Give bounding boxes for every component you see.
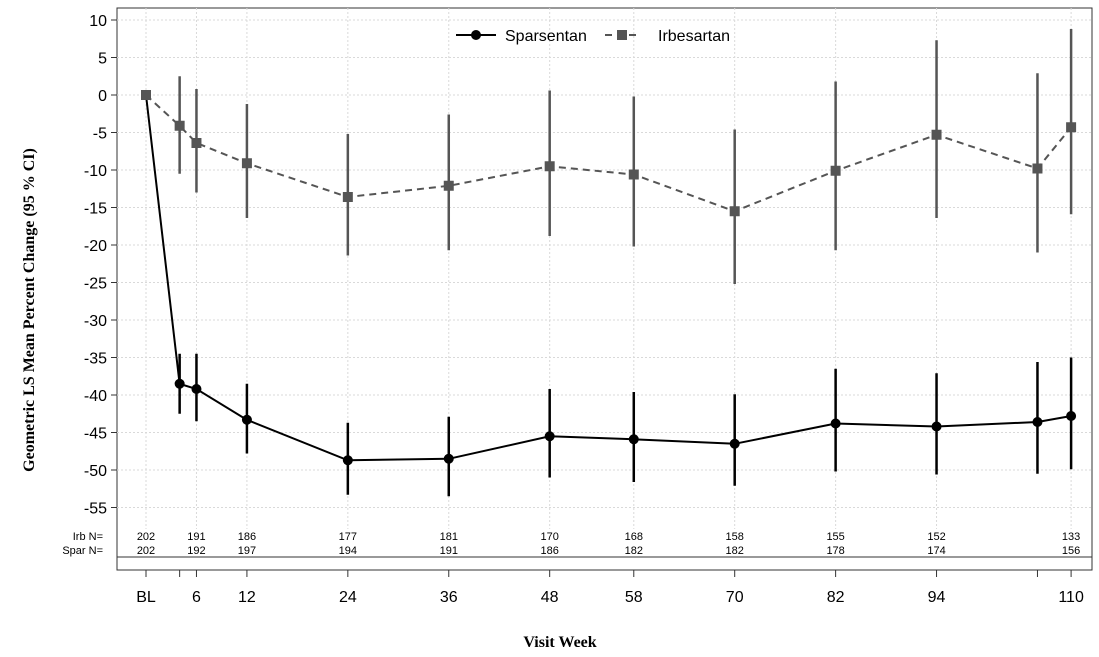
x-tick-label: BL (136, 589, 156, 606)
data-point (191, 384, 202, 394)
x-tick-label: 58 (625, 589, 643, 606)
n-value: 186 (541, 545, 559, 557)
data-point (443, 180, 454, 191)
n-value: 182 (726, 545, 744, 557)
legend-marker-sparsentan (471, 30, 481, 40)
n-value: 156 (1062, 545, 1080, 557)
data-point (174, 120, 185, 131)
data-point (1032, 163, 1043, 174)
x-axis: BL 6 12 24 36 48 58 70 82 94 110 (136, 570, 1084, 606)
legend: Sparsentan Irbesartan (456, 28, 730, 45)
data-point (830, 165, 841, 176)
data-point (931, 129, 942, 140)
data-point (443, 453, 454, 464)
legend-label-sparsentan: Sparsentan (505, 28, 587, 45)
series-line (145, 94, 1072, 462)
data-point (931, 421, 942, 432)
n-value: 191 (440, 545, 458, 557)
n-value: 168 (625, 531, 643, 543)
n-value: 177 (339, 531, 357, 543)
y-tick-label: -50 (84, 463, 107, 480)
series (141, 29, 1077, 497)
n-value: 186 (238, 531, 256, 543)
n-row-label: Spar N= (62, 545, 103, 557)
data-point (729, 438, 740, 449)
y-tick-label: -45 (84, 426, 107, 443)
n-value: 178 (826, 545, 844, 557)
y-tick-label: 10 (89, 13, 107, 30)
data-point (628, 434, 639, 445)
data-point (1066, 122, 1077, 133)
x-tick-label: 12 (238, 589, 256, 606)
y-tick-label: -25 (84, 276, 107, 293)
data-point (830, 418, 841, 429)
x-tick-label: 70 (726, 589, 744, 606)
data-point (729, 206, 740, 217)
x-tick-label: 6 (192, 589, 201, 606)
plot-frame (116, 7, 1093, 571)
data-point (241, 414, 252, 425)
n-at-risk-table: Irb N= 202 191 186 177 181 170 168 158 155 152 133 S… (62, 531, 1092, 558)
series-line (145, 94, 1072, 213)
x-tick-label: 24 (339, 589, 357, 606)
data-point (342, 455, 353, 466)
y-tick-label: -40 (84, 388, 107, 405)
y-tick-label: 5 (98, 51, 107, 68)
x-tick-label: 94 (928, 589, 946, 606)
data-point (544, 431, 555, 442)
y-axis: 10 5 0 -5 -10 -15 -20 -25 -30 -35 -40 -45 -50 -55 (84, 13, 117, 518)
n-value: 152 (927, 531, 945, 543)
y-tick-label: -15 (84, 201, 107, 218)
n-value: 158 (726, 531, 744, 543)
data-point (544, 161, 555, 172)
n-value: 174 (927, 545, 945, 557)
data-point (241, 158, 252, 169)
x-tick-label: 36 (440, 589, 458, 606)
x-tick-label: 82 (827, 589, 845, 606)
n-value: 133 (1062, 531, 1080, 543)
n-value: 182 (625, 545, 643, 557)
n-value: 202 (137, 545, 155, 557)
n-value: 181 (440, 531, 458, 543)
data-point (141, 90, 151, 100)
x-tick-label: 110 (1058, 589, 1084, 606)
n-value: 197 (238, 545, 256, 557)
legend-marker-irbesartan (617, 30, 627, 40)
n-row-label: Irb N= (73, 531, 103, 543)
y-tick-label: -20 (84, 238, 107, 255)
data-point (1032, 417, 1043, 427)
n-value: 192 (187, 545, 205, 557)
n-value: 202 (137, 531, 155, 543)
n-value: 191 (187, 531, 205, 543)
data-point (191, 138, 202, 148)
series-irbesartan (141, 29, 1077, 284)
data-point (342, 192, 353, 202)
y-axis-title: Geometric LS Mean Percent Change (95 % C… (21, 148, 38, 472)
x-tick-label: 48 (541, 589, 559, 606)
n-value: 194 (339, 545, 357, 557)
y-tick-label: -5 (93, 126, 107, 143)
y-tick-label: -35 (84, 351, 107, 368)
data-point (174, 378, 185, 389)
data-point (628, 169, 639, 180)
grid (117, 8, 1092, 529)
y-tick-label: 0 (98, 88, 107, 105)
legend-label-irbesartan: Irbesartan (658, 28, 730, 45)
n-value: 170 (541, 531, 559, 543)
y-tick-label: -30 (84, 313, 107, 330)
x-axis-title: Visit Week (523, 634, 596, 651)
n-value: 155 (826, 531, 844, 543)
y-tick-label: -55 (84, 501, 107, 518)
data-point (1066, 411, 1077, 421)
y-tick-label: -10 (84, 163, 107, 180)
